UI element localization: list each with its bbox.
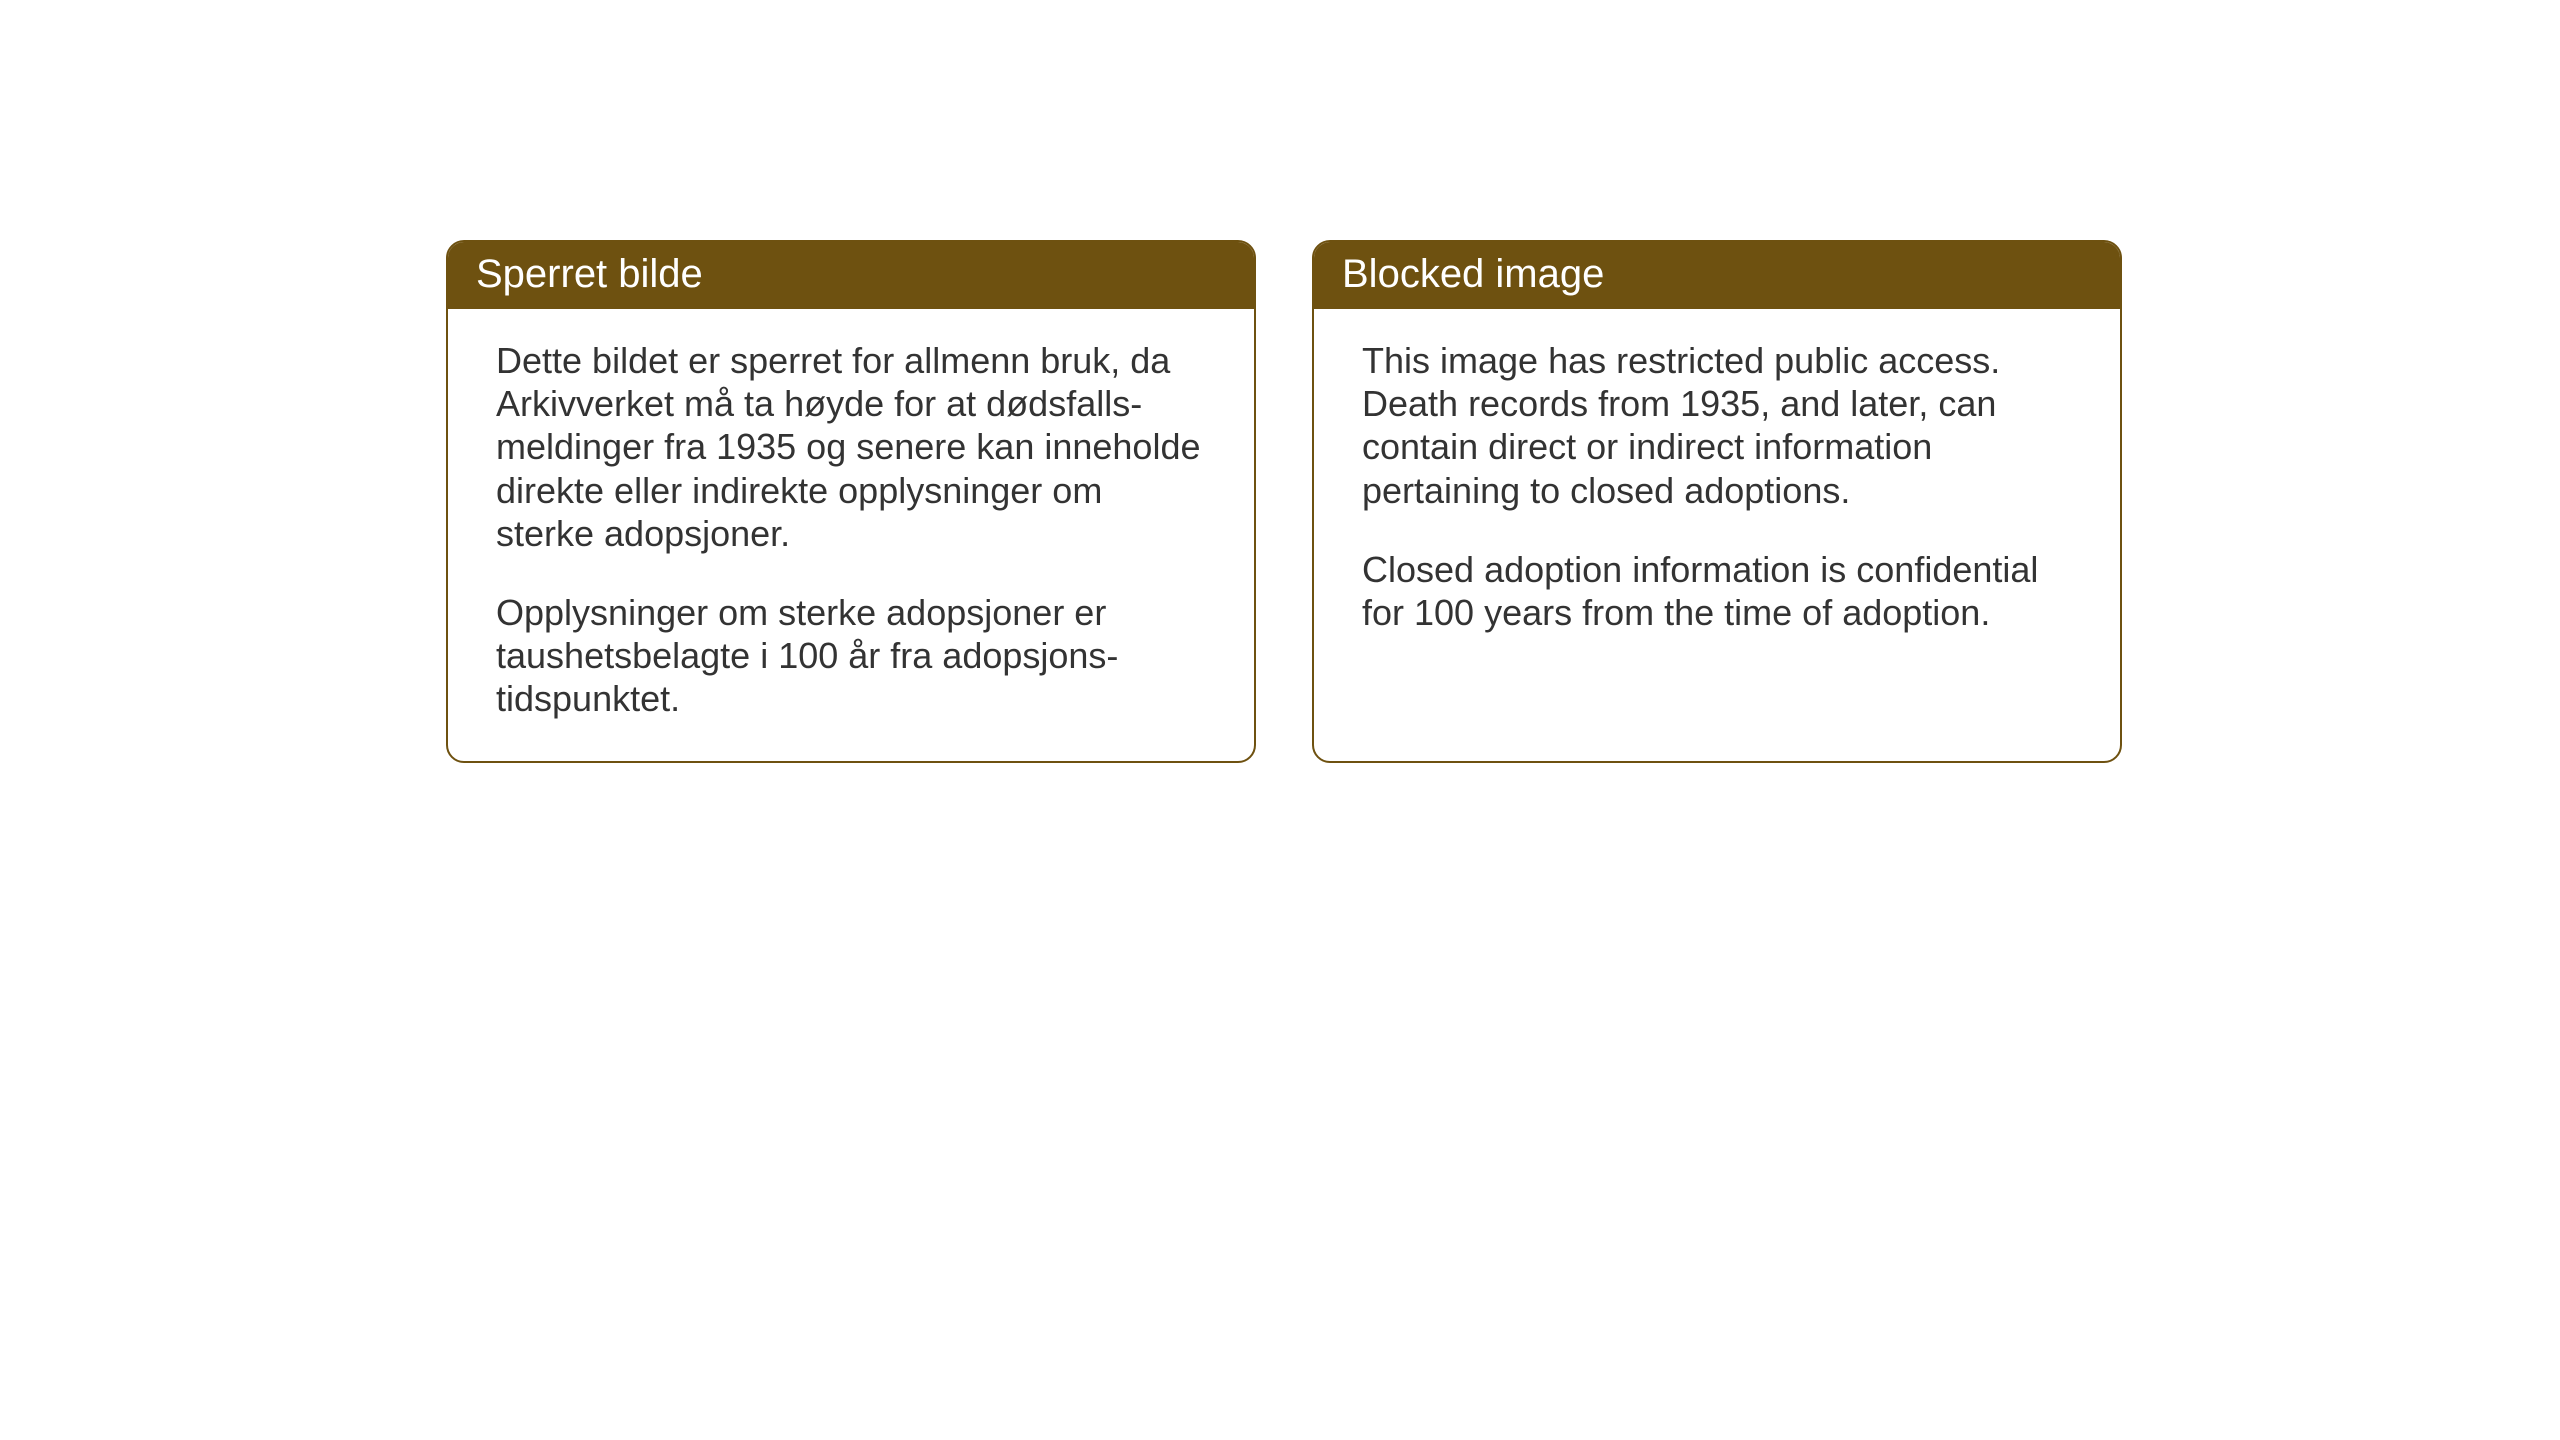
- notice-paragraph: Dette bildet er sperret for allmenn bruk…: [496, 339, 1206, 555]
- notice-card-english: Blocked image This image has restricted …: [1312, 240, 2122, 763]
- notice-paragraph: Closed adoption information is confident…: [1362, 548, 2072, 634]
- card-title-english: Blocked image: [1314, 242, 2120, 309]
- notice-paragraph: Opplysninger om sterke adopsjoner er tau…: [496, 591, 1206, 721]
- card-title-norwegian: Sperret bilde: [448, 242, 1254, 309]
- notice-container: Sperret bilde Dette bildet er sperret fo…: [446, 240, 2122, 763]
- notice-paragraph: This image has restricted public access.…: [1362, 339, 2072, 512]
- card-body-norwegian: Dette bildet er sperret for allmenn bruk…: [448, 309, 1254, 761]
- card-body-english: This image has restricted public access.…: [1314, 309, 2120, 729]
- notice-card-norwegian: Sperret bilde Dette bildet er sperret fo…: [446, 240, 1256, 763]
